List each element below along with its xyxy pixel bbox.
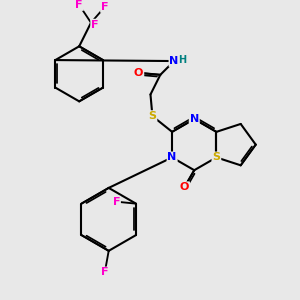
Text: S: S	[148, 111, 156, 121]
Text: S: S	[212, 152, 220, 162]
Text: N: N	[190, 114, 199, 124]
Text: F: F	[76, 0, 83, 10]
Text: F: F	[112, 197, 120, 207]
Text: F: F	[101, 268, 109, 278]
Text: N: N	[167, 152, 177, 162]
Text: O: O	[180, 182, 189, 192]
Text: O: O	[134, 68, 143, 78]
Text: F: F	[101, 2, 109, 12]
Text: F: F	[91, 20, 99, 30]
Text: H: H	[178, 55, 186, 65]
Text: N: N	[169, 56, 179, 66]
